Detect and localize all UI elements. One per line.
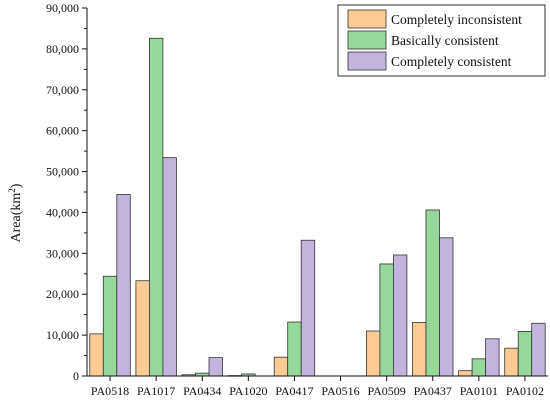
bar-basically-consistent-pa1017 (148, 37, 164, 377)
x-tick-label-pa0417: PA0417 (275, 384, 313, 398)
bar-completely-inconsistent-pa1017 (135, 280, 150, 377)
bar-completely-inconsistent-pa0102 (504, 347, 519, 377)
legend: Completely inconsistent Basically consis… (337, 4, 546, 77)
x-tick-label-pa0509: PA0509 (368, 384, 406, 398)
y-tick-label: 80,000 (46, 42, 79, 56)
bar-completely-consistent-pa0102 (531, 322, 546, 377)
x-tick-label-pa0516: PA0516 (321, 384, 359, 398)
bar-completely-consistent-pa0417 (300, 239, 316, 377)
bars-layer (89, 37, 546, 377)
y-axis-label-text: Area(km (9, 193, 24, 243)
x-tick-label-pa0102: PA0102 (506, 384, 544, 398)
bar-completely-consistent-pa1017 (162, 157, 177, 377)
y-tick-label: 50,000 (46, 165, 79, 179)
bar-completely-inconsistent-pa0518 (89, 333, 104, 377)
x-tick-label-pa0437: PA0437 (414, 384, 452, 398)
y-tick-label: 60,000 (46, 124, 79, 138)
bar-basically-consistent-pa0518 (102, 275, 118, 377)
bar-completely-inconsistent-pa0437 (412, 322, 427, 377)
bar-completely-consistent-pa0509 (392, 254, 408, 377)
bar-completely-consistent-pa0518 (116, 194, 131, 377)
bar-completely-inconsistent-pa0101 (458, 370, 473, 377)
x-ticks-layer: PA0518 PA1017 PA0434 PA1020 PA0417 PA0516 PA05… (91, 376, 544, 398)
legend-label-completely-inconsistent: Completely inconsistent (391, 12, 522, 27)
x-tick-label-pa1017: PA1017 (137, 384, 175, 398)
bar-basically-consistent-pa0509 (379, 263, 394, 377)
legend-swatch-basically-consistent (347, 30, 387, 50)
bar-basically-consistent-pa0102 (517, 331, 533, 377)
y-axis-label: Area(km2) (7, 183, 24, 242)
bar-completely-consistent-pa0101 (485, 338, 500, 377)
bar-basically-consistent-pa0437 (425, 209, 440, 377)
legend-label-basically-consistent: Basically consistent (391, 33, 499, 48)
bar-completely-inconsistent-pa0417 (273, 356, 289, 377)
bar-basically-consistent-pa0417 (287, 321, 302, 377)
y-tick-label: 40,000 (46, 205, 79, 219)
bar-completely-inconsistent-pa0509 (365, 330, 381, 377)
bar-basically-consistent-pa0101 (471, 358, 487, 377)
y-ticks-layer: 0 10,000 20,000 30,000 40,000 50,000 60,000 70,… (46, 1, 87, 383)
x-tick-label-pa1020: PA1020 (229, 384, 267, 398)
y-tick-label: 10,000 (46, 328, 79, 342)
bar-completely-consistent-pa0437 (439, 237, 454, 377)
y-tick-label: 30,000 (46, 246, 79, 260)
y-tick-label: 70,000 (46, 83, 79, 97)
x-tick-label-pa0518: PA0518 (91, 384, 129, 398)
legend-swatch-completely-inconsistent (347, 9, 387, 29)
x-tick-label-pa0101: PA0101 (460, 384, 498, 398)
y-axis-label-close: ) (9, 183, 24, 188)
legend-label-completely-consistent: Completely consistent (391, 54, 512, 69)
y-axis-label-superscript: 2 (7, 188, 17, 193)
y-tick-label: 20,000 (46, 287, 79, 301)
y-tick-label: 90,000 (46, 1, 79, 15)
bar-completely-consistent-pa0434 (208, 357, 223, 377)
x-tick-label-pa0434: PA0434 (183, 384, 221, 398)
y-tick-label: 0 (73, 369, 79, 383)
legend-swatch-completely-consistent (347, 51, 387, 71)
